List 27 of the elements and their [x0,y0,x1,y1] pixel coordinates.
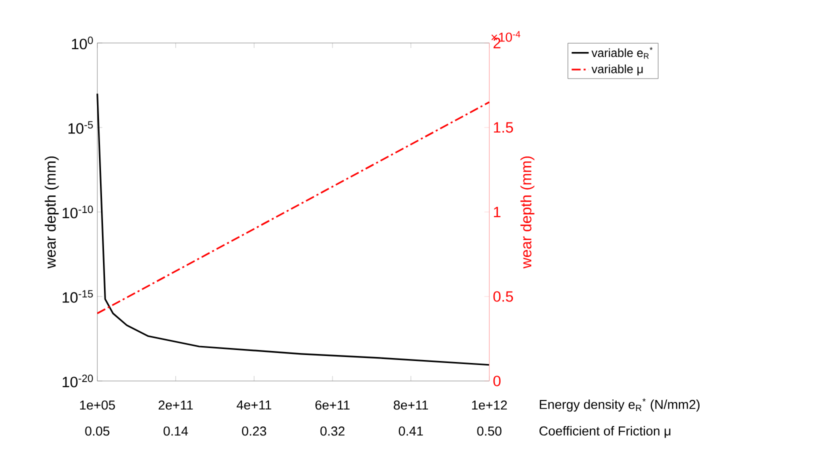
y-tick-label: 10$^{-20}$ [62,374,93,388]
y2-tick-label: 0 [493,376,501,386]
x-axis-title: Energy density e$_{R}$$^{*}$ (N/mm2) [540,398,700,412]
x-tick-label: 1e+12 [472,400,507,410]
y2-tick-label: 1.5 [494,122,513,133]
y-tick-label: 10$^{-15}$ [62,290,93,303]
x-tick-label: 1e+05 [80,400,115,410]
y-tick-label: 10$^{-10}$ [62,206,93,218]
y-axis-title: wear depth (mm) [44,156,59,268]
y2-tick-label: 1 [494,206,500,218]
x-tick-label: 4e+11 [236,400,272,410]
x-tick-label: 6e+11 [315,400,350,410]
x-tick-label: 2e+11 [158,400,193,410]
x2-tick-label: 0.41 [398,426,423,436]
x2-tick-label: 0.23 [242,426,266,436]
x2-tick-label: 0.32 [320,426,344,436]
x2-axis-title: Coefficient of Friction μ [539,426,670,438]
y-tick-label: 10$^{0}$ [72,36,93,50]
y2-axis-title: wear depth (mm) [520,156,534,268]
x-tick-label: 8e+11 [394,400,428,410]
legend-label: variable μ [592,64,643,76]
x2-tick-label: 0.05 [85,426,110,436]
line-series [96,92,490,366]
x2-tick-label: 0.50 [477,426,502,436]
y2-tick-label: 0.5 [493,291,513,302]
y-tick-label: 10$^{-5}$ [68,121,93,134]
x2-tick-label: 0.14 [164,426,188,436]
